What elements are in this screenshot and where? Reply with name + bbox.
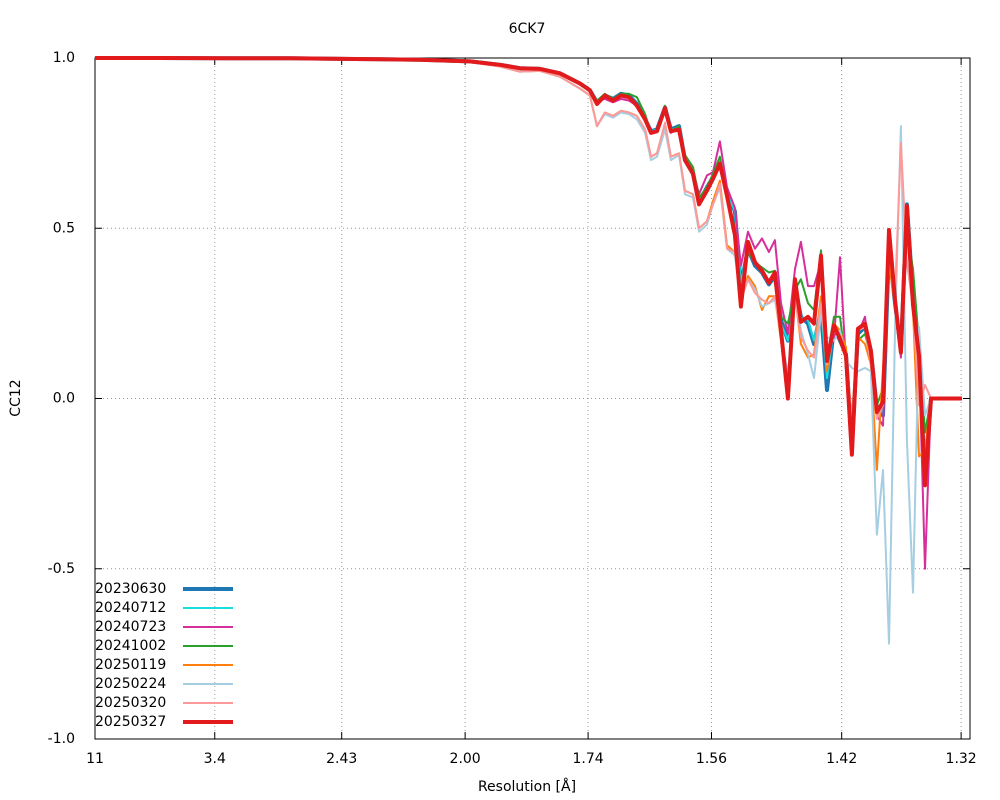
y-axis-label: CC12: [8, 379, 24, 416]
legend-label: 20230630: [95, 581, 166, 597]
x-tick-label: 2.43: [326, 751, 357, 767]
data-line: [95, 57, 962, 471]
legend-label: 20250224: [95, 676, 166, 692]
y-tick-label: 1.0: [53, 50, 75, 66]
legend-label: 20240723: [95, 619, 166, 635]
legend-label: 20250327: [95, 714, 166, 730]
legend-label: 20240712: [95, 600, 166, 616]
data-line: [95, 57, 962, 434]
y-tick-label: -0.5: [48, 561, 75, 577]
x-tick-label: 2.00: [450, 751, 481, 767]
legend-label: 20250320: [95, 695, 166, 711]
x-tick-label: 1.56: [696, 751, 727, 767]
data-line: [95, 57, 962, 475]
chart-title: 6CK7: [509, 21, 546, 37]
data-line: [95, 56, 962, 488]
x-tick-label: 3.4: [204, 751, 226, 767]
legend-label: 20241002: [95, 638, 166, 654]
x-axis-label: Resolution [Å]: [478, 778, 576, 795]
y-tick-label: 0.5: [53, 220, 75, 236]
x-tick-label: 1.74: [573, 751, 604, 767]
x-tick-label: 1.32: [946, 751, 977, 767]
data-line: [95, 57, 962, 570]
legend-label: 20250119: [95, 657, 166, 673]
y-tick-label: -1.0: [48, 731, 75, 747]
data-line: [95, 57, 962, 420]
plot-frame: [94, 57, 971, 740]
x-tick-label: 1.42: [826, 751, 857, 767]
x-tick-label: 11: [86, 751, 104, 767]
y-tick-label: 0.0: [53, 391, 75, 407]
data-line: [95, 56, 962, 483]
